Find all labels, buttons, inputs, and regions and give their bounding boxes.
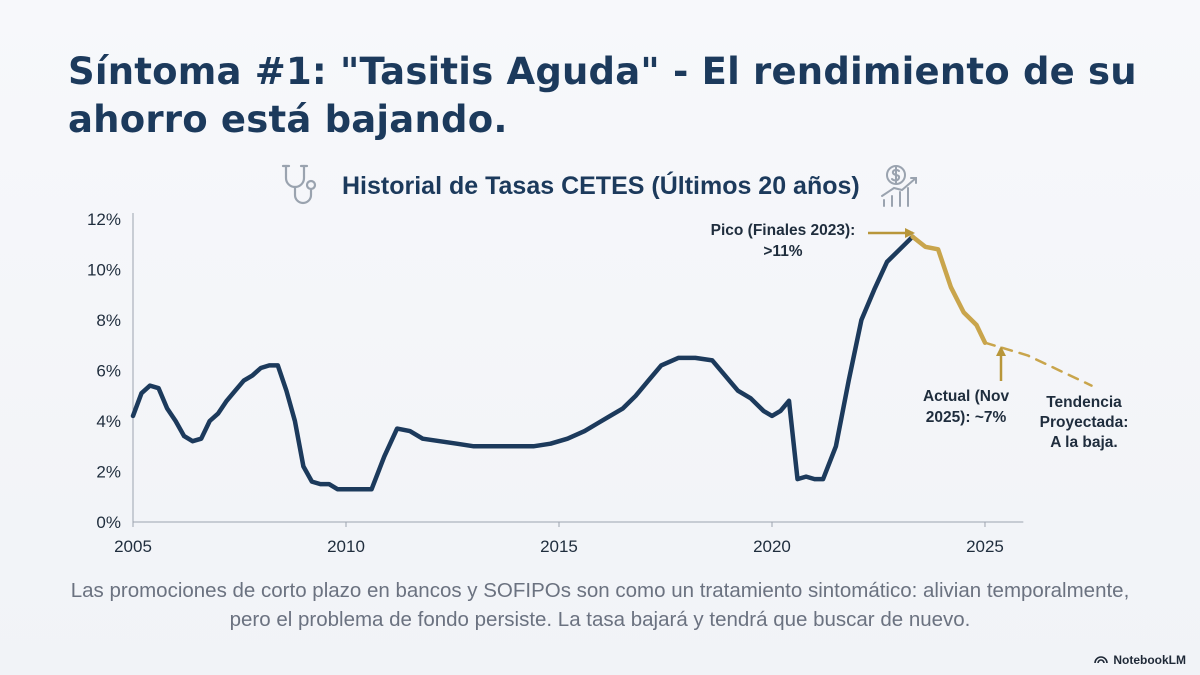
brand-label: NotebookLM <box>1113 653 1186 667</box>
x-tick-label: 2020 <box>753 537 791 556</box>
y-tick-label: 10% <box>87 261 121 280</box>
y-tick-label: 2% <box>96 463 121 482</box>
chart-annotations: Pico (Finales 2023): >11% Actual (Nov 2025)… <box>711 222 1129 451</box>
trend-annotation-label: A la baja. <box>1050 434 1117 451</box>
chart-header: Historial de Tasas CETES (Últimos 20 año… <box>280 158 924 214</box>
y-tick-label: 0% <box>96 513 121 532</box>
chart-title: Historial de Tasas CETES (Últimos 20 año… <box>342 171 860 200</box>
y-tick-label: 8% <box>96 311 121 330</box>
y-tick-label: 12% <box>87 210 121 229</box>
peak-annotation-label: Pico (Finales 2023): <box>711 222 856 239</box>
x-tick-label: 2010 <box>327 537 365 556</box>
recent-decline-line <box>910 234 988 345</box>
money-growth-icon <box>878 162 924 210</box>
slide-title: Síntoma #1: "Tasitis Aguda" - El rendimi… <box>68 50 1137 141</box>
historical-rate-line <box>130 234 915 492</box>
chart-axes: 0% 2% 4% 6% 8% 10% 12% 2005 2010 2015 2020 2025 <box>87 210 1024 556</box>
current-annotation-label: Actual (Nov <box>923 388 1010 405</box>
y-tick-label: 4% <box>96 412 121 431</box>
stethoscope-icon <box>280 162 326 210</box>
x-tick-label: 2015 <box>540 537 578 556</box>
y-tick-label: 6% <box>96 362 121 381</box>
peak-annotation-label: >11% <box>763 243 802 260</box>
chart-series <box>130 234 1093 492</box>
trend-annotation-label: Proyectada: <box>1040 414 1129 431</box>
footer-caption: Las promociones de corto plazo en bancos… <box>70 579 1130 631</box>
x-tick-label: 2005 <box>114 537 152 556</box>
notebooklm-logo-icon <box>1094 653 1109 667</box>
brand-watermark: NotebookLM <box>1094 653 1186 667</box>
projected-trend-line <box>983 341 1093 387</box>
current-annotation-label: 2025): ~7% <box>926 409 1007 426</box>
trend-annotation-label: Tendencia <box>1046 394 1122 411</box>
x-tick-label: 2025 <box>966 537 1004 556</box>
